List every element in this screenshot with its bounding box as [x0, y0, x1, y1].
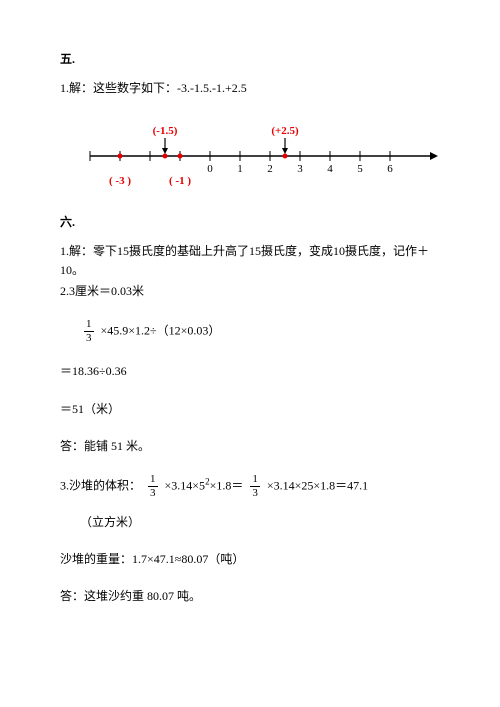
number-line-svg: 0 1 2 3 4 5 6 (-1.5) (+2.5) ( -3 ) ( -1 ) — [80, 116, 440, 186]
svg-text:5: 5 — [357, 163, 363, 175]
eq-line-4: 沙堆的重量：1.7×47.1≈80.07（吨） — [60, 550, 440, 569]
q3-unit: （立方米） — [80, 513, 440, 532]
eq1-text: ×45.9×1.2÷（12×0.03） — [101, 324, 221, 338]
section-5-title: 五. — [60, 50, 440, 69]
frac-num: 1 — [250, 474, 260, 487]
frac-den: 3 — [250, 487, 260, 499]
svg-text:0: 0 — [207, 163, 213, 175]
q6-1a: 1.解：零下15摄氏度的基础上升高了15摄氏度，变成10摄氏度，记作＋10。 — [60, 242, 440, 280]
section-6-title: 六. — [60, 213, 440, 232]
answer-3: 答：这堆沙约重 80.07 吨。 — [60, 587, 440, 606]
svg-text:( -1 ): ( -1 ) — [169, 175, 191, 186]
q6-3-line: 3.沙堆的体积： 1 3 ×3.14×52×1.8＝ 1 3 ×3.14×25×… — [60, 474, 440, 499]
frac-den: 3 — [148, 487, 158, 499]
frac-num: 1 — [84, 319, 94, 332]
svg-text:( -3 ): ( -3 ) — [109, 175, 131, 186]
frac-den: 3 — [84, 332, 94, 344]
answer-2: 答：能铺 51 米。 — [60, 437, 440, 456]
svg-text:(+2.5): (+2.5) — [271, 125, 299, 137]
svg-text:1: 1 — [237, 163, 243, 175]
number-line-figure: 0 1 2 3 4 5 6 (-1.5) (+2.5) ( -3 ) ( -1 ) — [80, 116, 440, 192]
fraction-1: 1 3 — [84, 319, 94, 344]
eq-line-1: 1 3 ×45.9×1.2÷（12×0.03） — [80, 319, 440, 344]
q3-after-sq: ×1.8＝ — [210, 478, 244, 492]
svg-text:4: 4 — [327, 163, 333, 175]
svg-text:6: 6 — [387, 163, 393, 175]
q6-1b: 2.3厘米＝0.03米 — [60, 282, 440, 301]
eq-line-3: ＝51（米） — [60, 400, 440, 419]
frac-num: 1 — [148, 474, 158, 487]
svg-text:2: 2 — [267, 163, 273, 175]
eq-line-2: ＝18.36÷0.36 — [60, 362, 440, 381]
q3-tail: ×3.14×25×1.8＝47.1 — [267, 478, 368, 492]
q5-1-text: 1.解：这些数字如下：-3.-1.5.-1.+2.5 — [60, 79, 440, 98]
svg-text:3: 3 — [297, 163, 303, 175]
fraction-3: 1 3 — [250, 474, 260, 499]
q3-prefix: 3.沙堆的体积： — [60, 478, 141, 492]
q3-mid: ×3.14×5 — [165, 478, 206, 492]
fraction-2: 1 3 — [148, 474, 158, 499]
svg-text:(-1.5): (-1.5) — [153, 125, 178, 137]
